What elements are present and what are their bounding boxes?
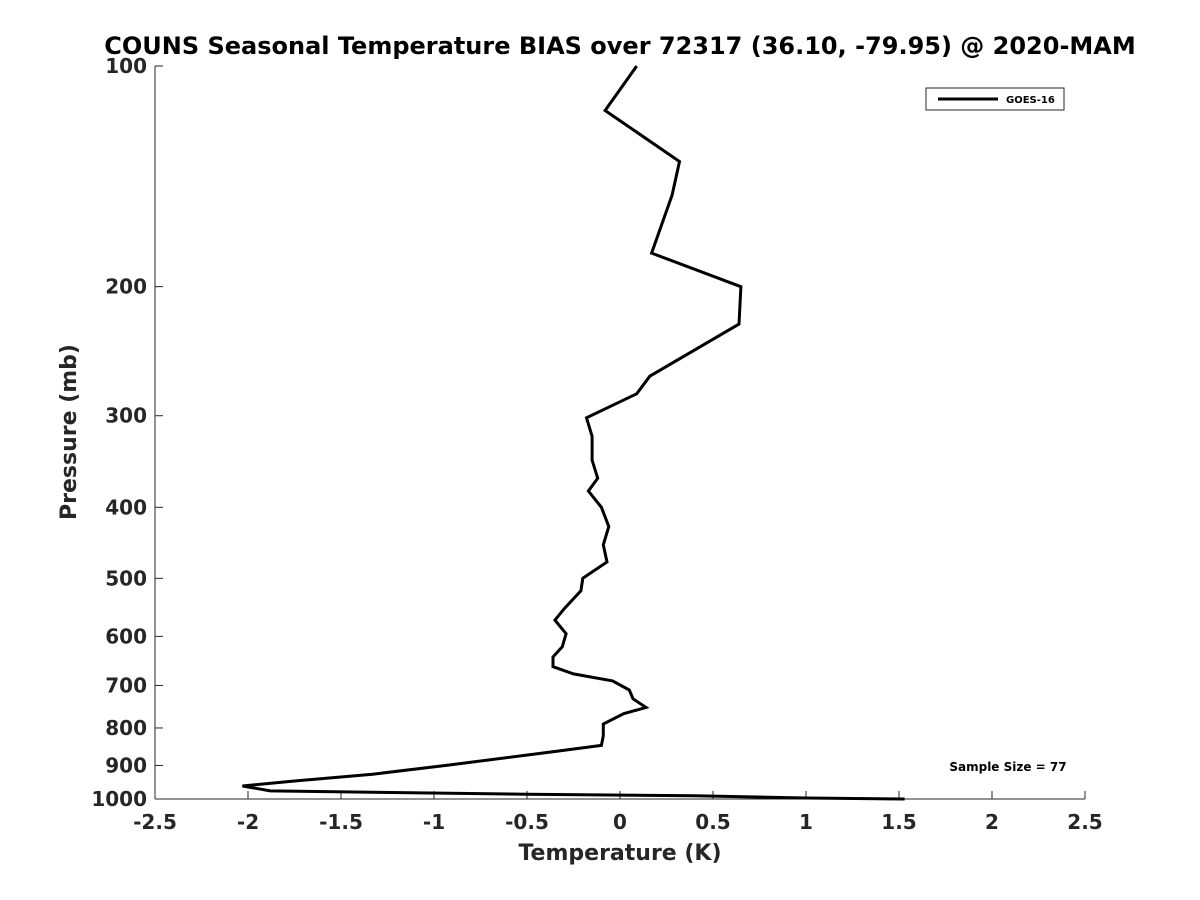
series-line-goes-16 (242, 65, 905, 801)
y-tick-label: 500 (105, 566, 147, 590)
y-axis-label: Pressure (mb) (57, 344, 82, 520)
y-tick-label: 900 (105, 753, 147, 777)
x-tick-label: -1 (423, 810, 445, 834)
x-tick-label: -2 (237, 810, 259, 834)
y-tick-label: 300 (105, 404, 147, 428)
series-layer (242, 65, 905, 801)
y-tick-label: 600 (105, 624, 147, 648)
x-tick-label: 1.5 (881, 810, 916, 834)
y-tick-label: 400 (105, 495, 147, 519)
x-tick-label: 1 (799, 810, 813, 834)
x-tick-label: -1.5 (319, 810, 363, 834)
x-tick-label: -2.5 (133, 810, 177, 834)
x-tick-label: 2 (985, 810, 999, 834)
legend-label: GOES-16 (1006, 95, 1055, 106)
y-axis-ticks: 100 200 300 400 500 600 700 800 900 1000 (91, 54, 163, 811)
y-tick-label: 800 (105, 716, 147, 740)
x-tick-label: 0.5 (695, 810, 730, 834)
x-axis-label: Temperature (K) (518, 841, 721, 866)
y-tick-label: 200 (105, 275, 147, 299)
sample-size-annotation: Sample Size = 77 (949, 760, 1066, 774)
x-axis-ticks: -2.5 -2 -1.5 -1 -0.5 0 0.5 1 1.5 2 2.5 (133, 791, 1103, 834)
y-tick-label: 1000 (91, 787, 147, 811)
x-tick-label: 0 (613, 810, 627, 834)
legend: GOES-16 (925, 87, 1065, 111)
plot-area (154, 66, 1085, 800)
x-tick-label: -0.5 (505, 810, 549, 834)
y-tick-label: 700 (105, 673, 147, 697)
x-tick-label: 2.5 (1067, 810, 1102, 834)
chart-title: COUNS Seasonal Temperature BIAS over 723… (104, 32, 1136, 60)
y-tick-label: 100 (105, 54, 147, 78)
